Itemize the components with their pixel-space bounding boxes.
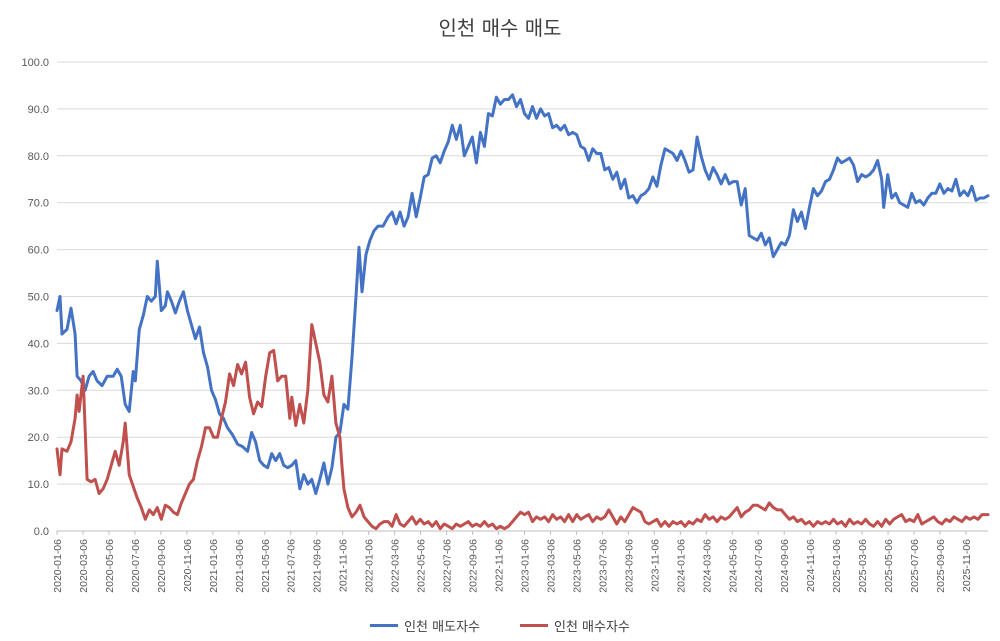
x-tick-label: 2024-05-06 — [727, 539, 739, 593]
y-tick-label: 70.0 — [28, 198, 49, 210]
x-tick-label: 2022-03-06 — [390, 539, 402, 593]
x-tick-label: 2025-05-06 — [883, 539, 895, 593]
x-tick-label: 2025-03-06 — [857, 539, 869, 593]
series-lines — [55, 93, 990, 531]
x-tick-label: 2021-03-06 — [234, 539, 246, 593]
x-tick-label: 2021-05-06 — [260, 539, 272, 593]
x-tick-label: 2024-03-06 — [701, 539, 713, 593]
chart-legend: 인천 매도자수 인천 매수자수 — [0, 616, 1000, 635]
series-line-buyers — [55, 323, 990, 531]
y-tick-label: 90.0 — [28, 104, 49, 116]
x-tick-label: 2020-05-06 — [104, 539, 116, 593]
x-tick-label: 2022-01-06 — [364, 539, 376, 593]
legend-item-buyers: 인천 매수자수 — [520, 616, 630, 635]
x-tick-label: 2021-11-06 — [338, 539, 350, 592]
x-tick-label: 2022-11-06 — [494, 539, 506, 592]
y-tick-label: 20.0 — [28, 432, 49, 444]
x-tick-label: 2022-09-06 — [468, 539, 480, 593]
y-tick-labels: 0.0 10.0 20.0 30.0 40.0 50.0 60.0 70.0 80.0 90.0 1… — [21, 57, 49, 538]
x-tick-label: 2021-01-06 — [208, 539, 220, 593]
legend-label-buyers: 인천 매수자수 — [554, 620, 630, 635]
x-tick-label: 2020-01-06 — [52, 539, 64, 593]
x-tick-label: 2020-07-06 — [130, 539, 142, 593]
legend-item-sellers: 인천 매도자수 — [370, 616, 480, 635]
x-tick-label: 2024-09-06 — [779, 539, 791, 593]
x-tick-label: 2024-11-06 — [805, 539, 817, 592]
series-line-sellers — [55, 93, 990, 495]
chart-title: 인천 매수 매도 — [438, 16, 562, 40]
legend-label-sellers: 인천 매도자수 — [404, 620, 480, 635]
x-tick-label: 2022-07-06 — [442, 539, 454, 593]
x-tick-label: 2025-07-06 — [909, 539, 921, 593]
x-tick-label: 2024-01-06 — [675, 539, 687, 593]
x-tick-label: 2020-11-06 — [182, 539, 194, 592]
x-tick-label: 2023-11-06 — [649, 539, 661, 592]
x-tick-label: 2020-09-06 — [156, 539, 168, 593]
x-tick-label: 2023-07-06 — [597, 539, 609, 593]
x-tick-label: 2024-07-06 — [753, 539, 765, 593]
x-tick-label: 2021-09-06 — [312, 539, 324, 593]
x-tick-label: 2025-11-06 — [961, 539, 973, 592]
y-tick-label: 50.0 — [28, 292, 49, 304]
y-tick-label: 80.0 — [28, 151, 49, 163]
y-tick-label: 40.0 — [28, 338, 49, 350]
x-tick-label: 2025-09-06 — [935, 539, 947, 593]
x-tick-label: 2022-05-06 — [416, 539, 428, 593]
x-tick-label: 2023-01-06 — [519, 539, 531, 593]
x-tick-label: 2023-09-06 — [623, 539, 635, 593]
y-tick-label: 0.0 — [34, 526, 49, 538]
y-tick-label: 30.0 — [28, 385, 49, 397]
y-tick-label: 60.0 — [28, 245, 49, 257]
x-tick-label: 2023-05-06 — [571, 539, 583, 593]
y-tick-label: 10.0 — [28, 479, 49, 491]
x-tick-label: 2025-01-06 — [831, 539, 843, 593]
y-tick-label: 100.0 — [21, 57, 49, 69]
x-tick-labels: 2020-01-06 2020-03-06 2020-05-06 2020-07-06… — [52, 531, 973, 593]
x-tick-label: 2023-03-06 — [545, 539, 557, 593]
legend-swatch-sellers — [370, 624, 399, 627]
legend-swatch-buyers — [520, 624, 548, 627]
x-tick-label: 2020-03-06 — [78, 539, 90, 593]
x-tick-label: 2021-07-06 — [286, 539, 298, 593]
